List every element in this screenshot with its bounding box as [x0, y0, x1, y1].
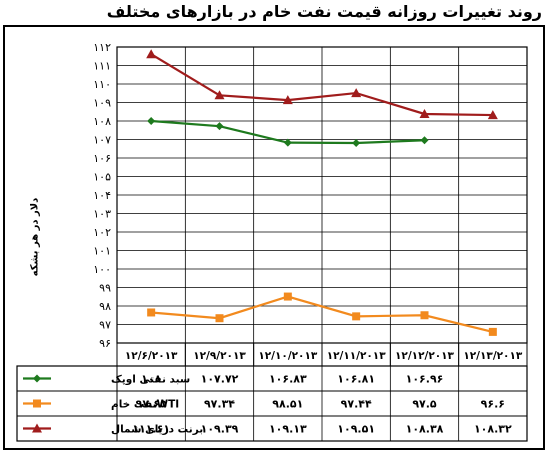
x-tick-label: ۱۲/۱۱/۲۰۱۳: [327, 350, 387, 362]
series-group: [147, 117, 429, 148]
y-tick-label: ۱۱۲: [93, 41, 111, 54]
data-table-cell: ۹۷.۵: [412, 398, 437, 411]
legend-marker: [32, 423, 42, 433]
series-group: [146, 49, 498, 120]
y-tick-label: ۱۰۵: [93, 171, 111, 184]
chart-title: روند تغییرات روزانه قیمت نفت خام در بازا…: [106, 2, 542, 21]
series-point: [147, 308, 156, 317]
series-point: [352, 139, 361, 148]
y-tick-label: ۱۰۷: [93, 134, 111, 147]
legend-label: سبد نفتی اوپک: [111, 374, 190, 386]
y-tick-label: ۱۱۰: [93, 78, 111, 91]
series-group: [147, 292, 497, 336]
series-point: [420, 136, 429, 145]
data-table-cell: ۱۰۹.۱۳: [269, 423, 307, 436]
series-point: [420, 311, 429, 320]
legend-marker: [33, 399, 41, 408]
data-table-cell: ۱۰۸.۳۲: [474, 423, 512, 436]
legend-label: برنت دریای شمال: [111, 424, 203, 436]
data-table-cell: ۹۶.۶: [481, 398, 505, 411]
series-line: [150, 53, 493, 117]
chart-svg: ۹۶ ۹۷ ۹۸ ۹۹ ۱۰۰ ۱۰۱ ۱۰۲ ۱۰۳ ۱۰۴ ۱۰۵ ۱۰۶ ۱۰۷ ۱۰۸ ۱۰۹ ۱۱…: [16, 41, 528, 442]
y-tick-label: ۱۰۴: [93, 189, 111, 202]
series-point: [283, 292, 292, 301]
data-table: [16, 365, 528, 442]
x-tick-label: ۱۲/۱۲/۲۰۱۳: [395, 350, 455, 362]
series-point: [282, 95, 293, 105]
y-tick-label: ۱۰۲: [93, 226, 111, 239]
y-tick-label: ۱۰۳: [93, 208, 111, 221]
series-line: [151, 295, 494, 333]
y-tick-label: ۱۰۹: [93, 97, 111, 110]
data-table-cell: ۱۰۷.۷۲: [201, 373, 239, 386]
data-table-cell: ۹۷.۴۴: [341, 398, 372, 411]
y-tick-label: ۱۰۶: [93, 152, 111, 165]
data-table-cell: ۱۰۶.۸۳: [269, 373, 307, 386]
y-tick-label: ۱۰۸: [93, 115, 111, 128]
legend-label: WTIنفت خام: [111, 399, 179, 411]
data-table-cell: ۹۷.۶۵: [136, 398, 167, 411]
series-point: [352, 312, 361, 321]
series-point: [351, 88, 362, 98]
series-point: [147, 117, 156, 125]
x-tick-label: ۱۲/۶/۲۰۱۳: [125, 350, 178, 362]
data-table-cell: ۱۰۹.۳۹: [201, 423, 239, 436]
data-table-cell: ۱۰۸.۳۸: [406, 423, 444, 436]
y-tick-label: ۹۶: [99, 337, 111, 350]
series-point: [215, 122, 224, 131]
series-point: [487, 110, 498, 120]
data-table-cell: ۱۰۶.۸۱: [337, 373, 375, 386]
series-point: [283, 138, 292, 147]
y-tick-label: ۱۰۱: [93, 245, 111, 258]
series-point: [146, 49, 157, 59]
data-table-cell: ۱۱۱.۶۱: [132, 423, 170, 436]
chart-container: دلار در هر بشکه ۹۶ ۹۷ ۹۸ ۹۹ ۱۰۰ ۱۰۱ ۱۰۲ ۱۰۳ ۱۰۴ ۱…: [3, 25, 545, 450]
y-tick-label: ۱۱۱: [93, 60, 111, 73]
data-table-cell: ۹۸.۵۱: [272, 398, 303, 411]
data-table-cell: ۱۰۶.۹۶: [406, 373, 444, 386]
series-point: [215, 314, 224, 323]
x-tick-label: ۱۲/۹/۲۰۱۳: [193, 350, 246, 362]
x-tick-label: ۱۲/۱۳/۲۰۱۳: [463, 350, 523, 362]
y-tick-label: ۹۷: [99, 319, 111, 332]
data-table-cell: ۱۰۸: [141, 373, 161, 386]
y-tick-label: ۹۸: [99, 300, 111, 313]
data-table-cell: ۹۷.۳۴: [204, 398, 235, 411]
series-point: [419, 108, 430, 118]
series-point: [488, 327, 497, 336]
legend-marker: [33, 374, 41, 383]
y-tick-label: ۹۹: [99, 282, 111, 295]
y-tick-label: ۱۰۰: [93, 263, 111, 276]
data-table-cell: ۱۰۹.۵۱: [337, 423, 375, 436]
x-tick-label: ۱۲/۱۰/۲۰۱۳: [258, 350, 318, 362]
series-point: [214, 90, 225, 100]
